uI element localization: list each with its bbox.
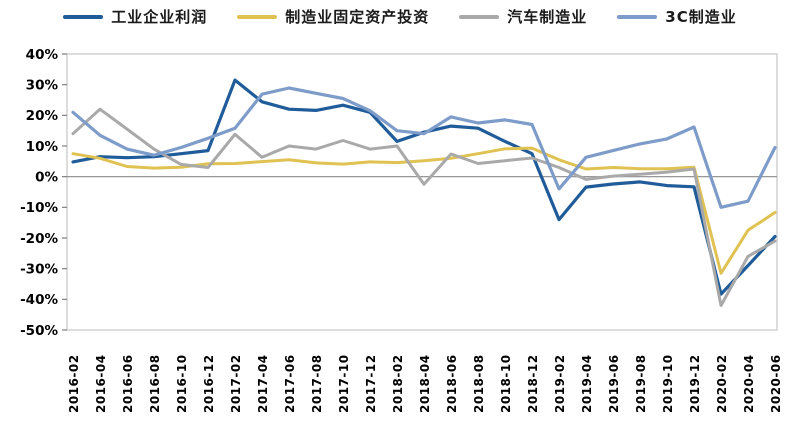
x-tick-label: 2016-08	[148, 354, 162, 413]
legend-swatch-icon	[237, 14, 278, 19]
y-tick-label: 30%	[26, 77, 59, 93]
x-tick-label: 2019-08	[634, 354, 648, 413]
x-tick-label: 2019-12	[688, 354, 702, 413]
y-tick-label: -30%	[20, 261, 58, 277]
legend-label: 工业企业利润	[111, 8, 208, 26]
x-tick-label: 2017-02	[229, 354, 243, 413]
y-tick-label: -40%	[20, 292, 58, 308]
x-tick-label: 2017-04	[256, 354, 270, 413]
y-tick-label: 40%	[26, 47, 59, 63]
legend-item-3: 3C制造业	[617, 6, 736, 27]
legend-label: 制造业固定资产投资	[285, 8, 430, 26]
x-tick-label: 2018-12	[526, 354, 540, 413]
legend-swatch-icon	[459, 14, 500, 19]
legend-swatch-icon	[63, 14, 104, 19]
series-line-3	[71, 86, 777, 209]
x-tick-label: 2017-06	[283, 354, 297, 413]
x-tick-label: 2017-10	[337, 354, 351, 413]
x-tick-label: 2016-12	[202, 354, 216, 413]
series-line-0	[71, 78, 777, 296]
x-tick-label: 2020-04	[742, 354, 756, 413]
x-tick-label: 2019-02	[553, 354, 567, 413]
y-tick-label: 0%	[35, 169, 58, 185]
y-tick-label: 20%	[26, 108, 59, 124]
x-tick-label: 2018-08	[472, 354, 486, 413]
chart-legend: 工业企业利润 制造业固定资产投资 汽车制造业 3C制造业	[0, 6, 800, 27]
x-tick-label: 2016-06	[121, 354, 135, 413]
x-tick-label: 2019-10	[661, 354, 675, 413]
legend-swatch-icon	[617, 14, 658, 19]
x-tick-label: 2016-04	[94, 354, 108, 413]
legend-item-0: 工业企业利润	[63, 6, 207, 27]
x-tick-label: 2017-12	[364, 354, 378, 413]
legend-label: 汽车制造业	[507, 8, 588, 26]
x-tick-label: 2020-02	[715, 354, 729, 413]
x-tick-label: 2017-08	[310, 354, 324, 413]
y-tick-label: -50%	[20, 323, 58, 339]
x-tick-label: 2016-10	[175, 354, 189, 413]
y-tick-label: -10%	[20, 200, 58, 216]
series-line-1	[71, 146, 777, 275]
x-tick-label: 2016-02	[67, 354, 81, 413]
plot-border	[66, 53, 778, 331]
x-tick-label: 2018-02	[391, 354, 405, 413]
x-tick-label: 2018-04	[418, 354, 432, 413]
legend-label: 3C制造业	[665, 8, 737, 26]
x-tick-label: 2018-06	[445, 354, 459, 413]
y-tick-label: -20%	[20, 231, 58, 247]
y-tick-label: 10%	[26, 139, 59, 155]
legend-item-2: 汽车制造业	[459, 6, 587, 27]
series-line-2	[71, 107, 777, 307]
x-tick-label: 2020-06	[769, 354, 783, 413]
x-tick-label: 2019-04	[580, 354, 594, 413]
x-tick-label: 2018-10	[499, 354, 513, 413]
x-tick-label: 2019-06	[607, 354, 621, 413]
legend-item-1: 制造业固定资产投资	[237, 6, 429, 27]
